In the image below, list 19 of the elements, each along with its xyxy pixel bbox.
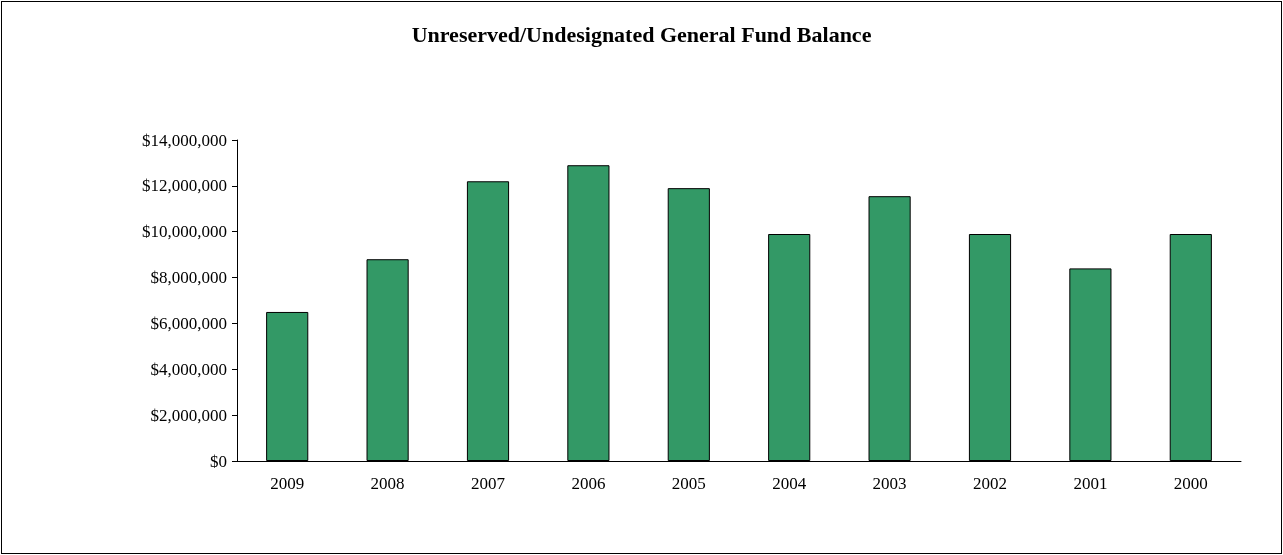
x-tick-label: 2000 — [1173, 474, 1208, 493]
y-tick-label: $0 — [210, 451, 227, 471]
x-tick-label: 2009 — [270, 474, 305, 493]
chart-title: Unreserved/Undesignated General Fund Balance — [411, 21, 872, 47]
x-tick-label: 2007 — [471, 474, 506, 493]
x-tick-label: 2003 — [872, 474, 907, 493]
y-tick-label: $8,000,000 — [150, 268, 227, 288]
x-tick-label: 2008 — [370, 474, 405, 493]
x-tick-label: 2006 — [571, 474, 606, 493]
y-tick-label: $2,000,000 — [150, 405, 227, 425]
y-tick-label: $14,000,000 — [142, 130, 227, 150]
x-tick-label: 2005 — [671, 474, 706, 493]
y-tick-label: $6,000,000 — [150, 313, 227, 333]
y-tick-label: $4,000,000 — [150, 359, 227, 379]
x-tick-label: 2001 — [1073, 474, 1108, 493]
x-tick-label: 2004 — [772, 474, 807, 493]
x-tick-label: 2002 — [973, 474, 1007, 493]
y-tick-label: $12,000,000 — [142, 176, 227, 196]
y-tick-label: $10,000,000 — [142, 222, 227, 242]
